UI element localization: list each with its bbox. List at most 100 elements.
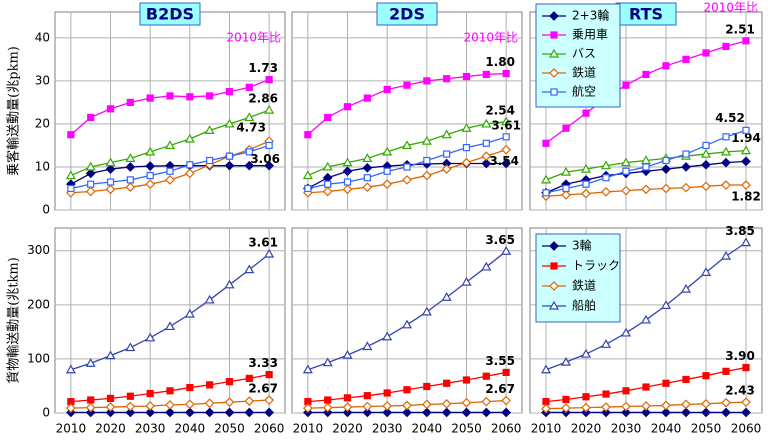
marker <box>164 140 176 150</box>
marker <box>462 376 471 384</box>
marker <box>244 264 255 274</box>
marker <box>602 390 610 398</box>
marker <box>501 158 511 169</box>
marker <box>225 88 234 96</box>
marker <box>186 161 194 169</box>
marker <box>403 163 411 171</box>
marker <box>461 397 472 408</box>
marker <box>702 141 710 150</box>
marker <box>720 250 732 260</box>
marker <box>561 190 571 200</box>
title-box <box>139 2 201 26</box>
marker <box>601 407 611 418</box>
marker <box>740 145 752 155</box>
marker <box>443 379 451 387</box>
ratio-label: 1.82 <box>731 190 761 204</box>
marker <box>681 407 691 418</box>
marker <box>402 175 412 185</box>
series <box>541 397 751 414</box>
marker <box>581 402 591 413</box>
marker <box>502 133 510 141</box>
marker <box>620 157 632 167</box>
ratio-label: 4.73 <box>236 121 266 135</box>
marker <box>401 319 413 329</box>
marker <box>85 402 96 413</box>
marker <box>443 150 451 158</box>
marker <box>462 72 471 81</box>
marker <box>363 94 371 102</box>
ratio-label: 3.06 <box>250 152 280 166</box>
legend-label: 鉄道 <box>572 65 596 80</box>
marker <box>106 178 115 186</box>
marker <box>560 356 572 366</box>
series <box>67 370 273 406</box>
marker <box>106 105 115 113</box>
series <box>541 180 751 202</box>
x-tick-label: 2030 <box>372 422 403 436</box>
y-tick-label: 200 <box>27 297 50 311</box>
marker <box>700 267 712 276</box>
marker <box>620 327 632 337</box>
marker <box>441 398 452 409</box>
marker <box>641 401 651 411</box>
marker <box>186 93 194 101</box>
marker <box>562 184 570 193</box>
marker <box>67 131 75 139</box>
marker <box>302 364 313 374</box>
ratio-label: 1.80 <box>485 55 515 69</box>
legend-marker <box>550 262 558 270</box>
marker <box>85 168 96 179</box>
marker <box>324 396 332 404</box>
ratio-label: 4.52 <box>715 111 745 125</box>
marker <box>304 184 312 193</box>
marker <box>461 157 472 168</box>
legend-label: 鉄道 <box>572 278 596 293</box>
series <box>540 237 752 374</box>
series <box>542 363 750 406</box>
marker <box>461 407 472 418</box>
ratio-label: 2.86 <box>248 92 278 106</box>
marker <box>146 389 154 398</box>
marker <box>661 164 671 174</box>
ratio-label: 3.65 <box>485 233 515 247</box>
marker <box>560 166 572 176</box>
legend-label: 2+3輪 <box>572 8 609 23</box>
marker <box>204 398 215 409</box>
marker <box>641 407 651 418</box>
legend-label: 乗用車 <box>572 28 608 42</box>
marker <box>540 364 552 374</box>
marker <box>621 401 631 412</box>
marker <box>561 403 571 413</box>
marker <box>244 407 255 418</box>
series <box>304 133 510 193</box>
marker <box>245 83 253 91</box>
legend-marker <box>548 48 560 58</box>
marker <box>164 321 176 331</box>
marker <box>184 168 195 179</box>
y-tick-label: 10 <box>35 159 50 173</box>
marker <box>383 85 391 94</box>
y-tick-label: 100 <box>27 351 50 365</box>
legend-label: 船舶 <box>572 298 596 313</box>
marker <box>721 180 731 190</box>
legend-marker <box>549 281 559 291</box>
marker <box>541 403 551 414</box>
marker <box>740 237 752 247</box>
marker <box>501 144 511 155</box>
marker <box>401 140 413 150</box>
marker <box>264 248 275 258</box>
marker <box>342 157 353 167</box>
marker <box>362 153 373 162</box>
marker <box>145 179 156 190</box>
marker <box>362 401 373 412</box>
marker <box>322 357 333 367</box>
x-tick-label: 2060 <box>254 422 285 436</box>
marker <box>720 146 732 156</box>
marker <box>383 389 391 397</box>
ratio-label: 2.67 <box>248 382 278 396</box>
marker <box>403 81 411 89</box>
marker <box>383 167 391 175</box>
marker <box>342 184 353 195</box>
x-tick-label: 2030 <box>135 422 166 436</box>
marker <box>184 308 195 318</box>
